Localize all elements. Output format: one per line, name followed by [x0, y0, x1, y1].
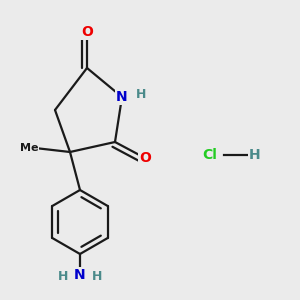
Text: Me: Me: [20, 143, 38, 153]
Text: H: H: [58, 271, 68, 284]
Text: H: H: [92, 271, 102, 284]
Text: H: H: [136, 88, 146, 101]
Text: N: N: [116, 90, 128, 104]
Text: O: O: [81, 25, 93, 39]
Text: N: N: [74, 268, 86, 282]
Text: O: O: [139, 151, 151, 165]
Text: Cl: Cl: [202, 148, 217, 162]
Text: H: H: [249, 148, 261, 162]
